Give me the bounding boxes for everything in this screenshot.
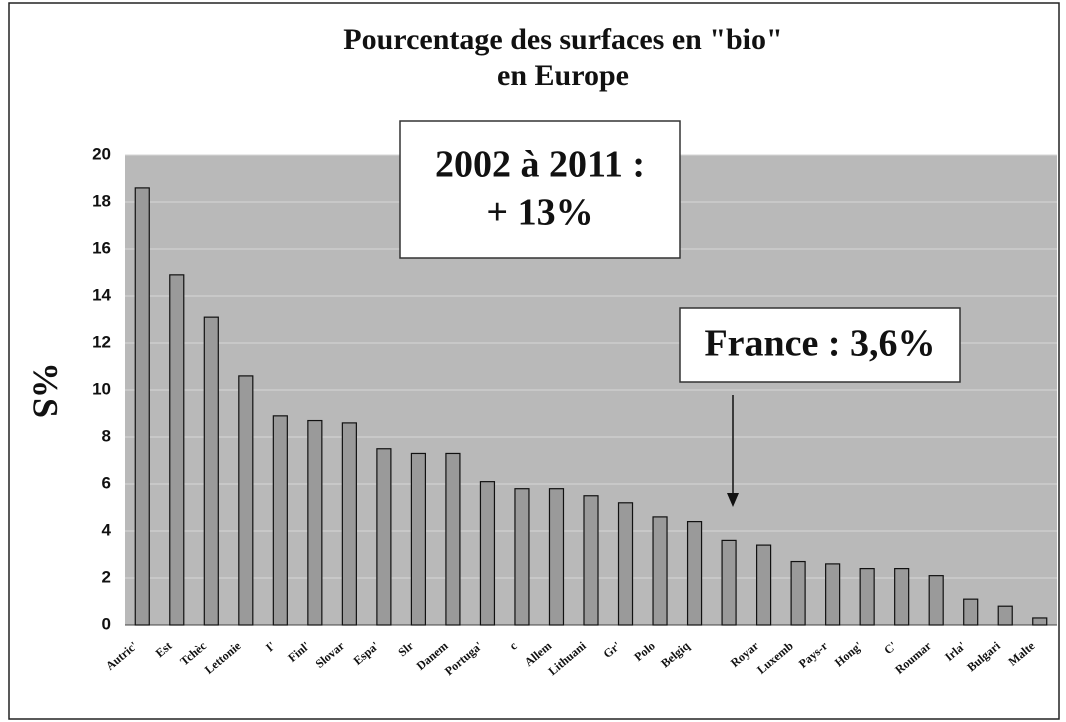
bar xyxy=(341,422,357,626)
y-tick-label: 16 xyxy=(92,238,111,257)
bar xyxy=(894,567,910,626)
x-tick-label: Lithuani xyxy=(545,638,589,678)
bar xyxy=(859,567,875,626)
chart-title: en Europe xyxy=(497,59,629,92)
x-tick-label: Finl' xyxy=(285,639,312,665)
bar xyxy=(652,516,668,626)
y-tick-label: 2 xyxy=(102,567,111,586)
bar xyxy=(825,563,841,626)
bar xyxy=(997,605,1013,626)
x-tick-label: Roumar xyxy=(892,638,934,677)
y-tick-label: 10 xyxy=(92,379,111,398)
bar xyxy=(272,415,288,626)
bar xyxy=(376,448,392,626)
x-tick-label: C' xyxy=(881,639,899,657)
x-tick-label: Slovar xyxy=(313,638,348,671)
x-tick-label: Polo xyxy=(631,639,657,664)
y-tick-label: 8 xyxy=(102,426,111,445)
bar xyxy=(307,419,323,626)
bar xyxy=(134,187,150,626)
bar xyxy=(169,274,185,626)
bar xyxy=(479,481,496,626)
bar xyxy=(238,375,254,626)
annotation: 2002 à 2011 : xyxy=(435,144,645,186)
chart-title: Pourcentage des surfaces en "bio" xyxy=(343,23,782,56)
annotation-box xyxy=(679,307,961,383)
annotation: + 13% xyxy=(486,192,593,234)
x-tick-label: Luxemb xyxy=(754,638,796,676)
bar xyxy=(203,316,219,626)
x-tick-label: Malte xyxy=(1005,638,1037,668)
y-tick-label: 4 xyxy=(102,520,112,539)
bar xyxy=(617,502,634,626)
y-axis-label: %S xyxy=(26,362,66,418)
x-tick-label: Irla' xyxy=(942,639,968,664)
bar xyxy=(963,598,979,626)
y-tick-label: 6 xyxy=(102,473,111,492)
x-tick-label: Gr' xyxy=(600,639,623,661)
x-tick-label: Hong' xyxy=(832,639,865,670)
bar xyxy=(445,452,461,626)
bar xyxy=(928,575,944,626)
x-tick-label: Pays-r xyxy=(796,638,831,671)
x-tick-label: Slr xyxy=(395,638,416,659)
x-tick-label: Bulgari xyxy=(964,638,1003,674)
y-tick-label: 14 xyxy=(92,285,111,304)
frame xyxy=(8,2,1060,720)
x-tick-label: Espa' xyxy=(351,639,382,668)
annotation: France : 3,6% xyxy=(704,323,935,365)
bar xyxy=(721,539,737,626)
x-tick-label: Autric' xyxy=(103,639,140,673)
arrow-head xyxy=(727,493,739,507)
bar xyxy=(583,495,599,626)
x-tick-label: c xyxy=(507,638,521,653)
bar xyxy=(790,560,806,626)
bar xyxy=(755,544,772,626)
y-tick-label: 12 xyxy=(92,332,111,351)
bar xyxy=(514,488,530,626)
y-tick-label: 18 xyxy=(92,191,111,210)
x-tick-label: Lettonie xyxy=(202,638,244,677)
bar xyxy=(410,452,427,626)
bar xyxy=(686,520,703,626)
annotation-box xyxy=(399,120,681,259)
y-tick-label: 20 xyxy=(92,144,111,163)
x-tick-label: Portuga' xyxy=(442,639,485,678)
y-tick-label: 0 xyxy=(102,614,111,633)
bar xyxy=(548,488,565,626)
x-tick-label: I' xyxy=(263,639,278,655)
bar xyxy=(1032,617,1048,626)
x-tick-label: Belgiq xyxy=(658,638,692,670)
x-tick-label: Est xyxy=(153,639,175,660)
